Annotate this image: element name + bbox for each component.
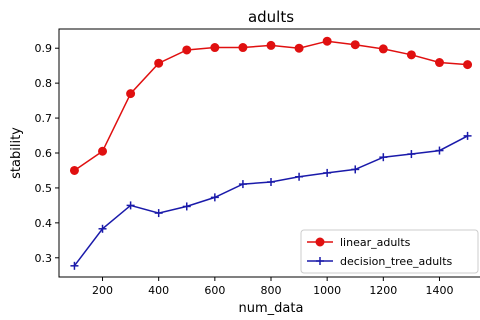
data-point-linear_adults	[294, 43, 304, 53]
data-point-linear_adults	[322, 36, 332, 46]
data-point-decision_tree_adults	[126, 201, 135, 210]
x-tick-label: 800	[261, 284, 282, 297]
data-point-linear_adults	[378, 44, 388, 54]
y-tick-label: 0.6	[35, 147, 53, 160]
y-tick-label: 0.8	[35, 77, 53, 90]
data-point-decision_tree_adults	[182, 202, 191, 211]
legend-label: decision_tree_adults	[340, 255, 453, 268]
data-point-decision_tree_adults	[407, 150, 416, 159]
data-point-linear_adults	[463, 60, 473, 70]
y-axis-label: stability	[9, 127, 24, 179]
y-tick-label: 0.9	[35, 42, 53, 55]
data-point-decision_tree_adults	[295, 172, 304, 181]
data-point-linear_adults	[98, 146, 108, 156]
legend-label: linear_adults	[340, 236, 411, 249]
chart-title: adults	[248, 8, 294, 26]
legend-marker	[316, 257, 324, 265]
data-point-linear_adults	[434, 58, 444, 68]
x-tick-label: 400	[148, 284, 169, 297]
data-point-linear_adults	[238, 43, 248, 53]
legend-entry: linear_adults	[307, 236, 411, 249]
data-point-linear_adults	[350, 40, 360, 50]
x-tick-label: 1000	[313, 284, 341, 297]
data-point-decision_tree_adults	[379, 153, 388, 162]
y-tick-label: 0.5	[35, 182, 53, 195]
legend-marker	[315, 237, 325, 247]
data-point-decision_tree_adults	[238, 180, 247, 189]
data-point-linear_adults	[154, 58, 164, 68]
legend-box	[300, 229, 479, 274]
data-point-linear_adults	[126, 89, 136, 99]
data-point-decision_tree_adults	[98, 224, 107, 233]
data-point-linear_adults	[406, 50, 416, 60]
x-axis-label: num_data	[239, 301, 304, 316]
data-point-decision_tree_adults	[351, 165, 360, 174]
y-tick-label: 0.4	[35, 217, 53, 230]
y-tick-label: 0.7	[35, 112, 53, 125]
x-tick-label: 1400	[425, 284, 453, 297]
x-tick-label: 600	[204, 284, 225, 297]
data-point-decision_tree_adults	[154, 209, 163, 218]
data-point-decision_tree_adults	[267, 177, 275, 186]
series-markers	[69, 36, 473, 270]
x-tick-label: 200	[92, 284, 113, 297]
data-point-linear_adults	[69, 165, 79, 175]
data-point-decision_tree_adults	[463, 131, 472, 140]
data-point-decision_tree_adults	[435, 146, 444, 155]
legend-entry: decision_tree_adults	[307, 255, 453, 268]
data-point-decision_tree_adults	[70, 261, 79, 270]
data-point-decision_tree_adults	[323, 168, 332, 177]
data-point-linear_adults	[182, 45, 192, 55]
y-axis: 0.3 0.4 0.5 0.6 0.7 0.8 0.9	[35, 42, 59, 265]
y-tick-label: 0.3	[35, 252, 53, 265]
x-axis: 200 400 600 800 1000 1200 1400	[92, 277, 453, 297]
legend: linear_adults decision_tree_adults	[300, 229, 479, 274]
x-tick-label: 1200	[369, 284, 397, 297]
data-point-decision_tree_adults	[210, 193, 219, 202]
data-point-linear_adults	[210, 43, 220, 53]
data-point-linear_adults	[266, 40, 276, 50]
